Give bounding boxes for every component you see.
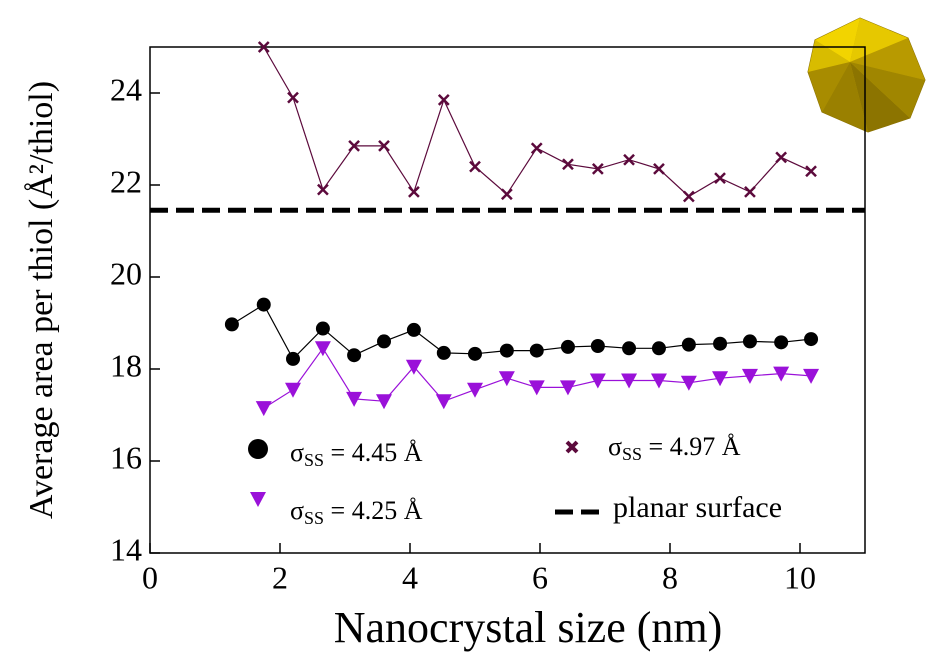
point	[589, 373, 606, 389]
point	[435, 394, 452, 410]
point	[314, 341, 331, 357]
y-tick-label: 22	[110, 163, 142, 199]
point	[499, 343, 514, 358]
legend-label: σSS = 4.25 Å	[290, 496, 423, 528]
legend-marker	[250, 492, 266, 507]
x-tick-label: 2	[272, 559, 288, 595]
point	[529, 343, 544, 358]
point	[285, 382, 301, 398]
point	[804, 332, 819, 347]
legend-label: σSS = 4.45 Å	[290, 438, 423, 470]
y-tick-label: 16	[110, 439, 142, 475]
point	[348, 140, 360, 152]
point	[469, 160, 481, 173]
point	[406, 322, 421, 337]
y-axis-label: Average area per thiol (Å²/thiol)	[23, 81, 60, 519]
point	[408, 186, 420, 198]
legend-label: σSS = 4.97 Å	[608, 432, 741, 464]
icosahedron-icon	[807, 17, 926, 133]
point	[377, 334, 391, 349]
point	[774, 335, 789, 350]
point	[562, 158, 574, 171]
point	[405, 359, 422, 375]
point	[530, 142, 543, 155]
point	[622, 341, 637, 356]
point	[590, 339, 605, 353]
point	[650, 373, 667, 389]
point	[591, 163, 604, 175]
point	[680, 375, 697, 391]
x-tick-label: 8	[662, 559, 678, 595]
y-tick-label: 18	[110, 347, 142, 383]
point	[559, 380, 576, 396]
legend-label: planar surface	[613, 491, 782, 524]
point	[437, 94, 450, 106]
point	[315, 321, 330, 336]
point	[681, 337, 696, 352]
point	[224, 317, 239, 332]
point	[560, 339, 575, 354]
point	[255, 401, 272, 417]
y-tick-label: 20	[110, 255, 142, 291]
point	[468, 346, 482, 361]
point	[378, 140, 390, 152]
point	[623, 153, 635, 166]
x-tick-label: 6	[532, 559, 548, 595]
point	[682, 190, 695, 203]
point	[256, 297, 271, 312]
x-axis-label: Nanocrystal size (nm)	[334, 603, 723, 652]
y-tick-label: 24	[110, 71, 142, 107]
point	[712, 371, 729, 387]
point	[803, 368, 820, 384]
point	[742, 334, 757, 349]
point	[317, 183, 329, 196]
point	[775, 151, 788, 164]
legend-marker	[248, 439, 268, 459]
point	[744, 186, 756, 198]
point	[436, 345, 451, 360]
point	[376, 394, 392, 410]
point	[287, 91, 299, 104]
point	[773, 366, 790, 382]
y-tick-label: 14	[110, 531, 142, 567]
point	[621, 373, 638, 389]
x-tick-label: 10	[784, 559, 816, 595]
point	[286, 351, 300, 366]
point	[498, 371, 515, 387]
x-tick-label: 4	[402, 559, 418, 595]
point	[653, 163, 665, 175]
series-line	[263, 46, 812, 198]
point	[346, 391, 363, 407]
point	[805, 165, 817, 178]
point	[500, 188, 513, 201]
point	[347, 348, 362, 363]
x-tick-label: 0	[142, 559, 158, 595]
point	[714, 172, 726, 184]
plot-frame	[149, 46, 866, 554]
legend-marker	[565, 440, 579, 454]
point	[528, 380, 545, 396]
point	[741, 368, 758, 384]
point	[651, 341, 666, 356]
point	[713, 336, 728, 351]
point	[257, 41, 270, 53]
point	[467, 382, 483, 398]
